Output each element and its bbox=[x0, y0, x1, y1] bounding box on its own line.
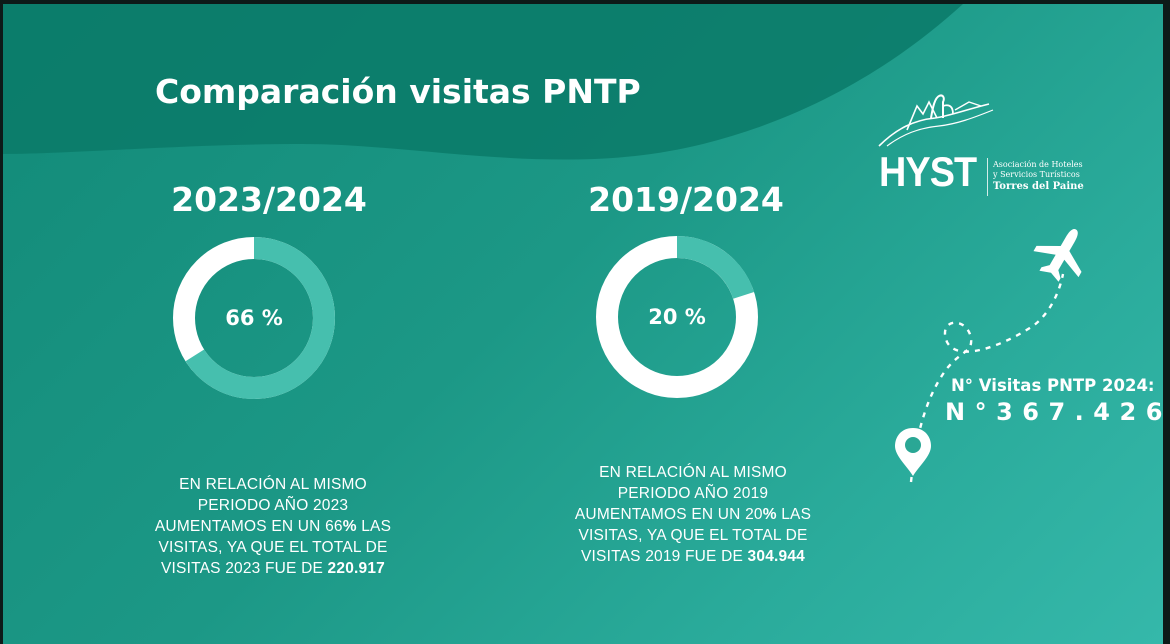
visits-label: N° Visitas PNTP 2024: bbox=[951, 376, 1155, 395]
header-wave bbox=[3, 4, 963, 160]
description-1-line2: PERIODO AÑO 2023 bbox=[197, 497, 349, 514]
percent-label-1: 66 % bbox=[225, 306, 283, 330]
slide: Comparación visitas PNTP 2023/2024 66 % … bbox=[3, 4, 1163, 644]
donut-chart-1: 66 % bbox=[167, 231, 341, 405]
travel-decoration bbox=[895, 229, 1082, 483]
guanaco-mountain-logo-icon bbox=[878, 94, 994, 147]
location-pin-icon bbox=[895, 428, 931, 476]
logo-divider bbox=[987, 158, 988, 196]
logo-wordmark: HYST bbox=[879, 148, 977, 195]
donut-progress-2 bbox=[596, 236, 758, 398]
visits-value: N°367.426 bbox=[945, 398, 1163, 426]
donut-ring-2 bbox=[596, 236, 758, 398]
description-2-total: 304.944 bbox=[747, 548, 805, 565]
logo-subtitle: Asociación de Hoteles y Servicios Turíst… bbox=[993, 160, 1103, 179]
description-1-line4: VISITAS, YA QUE EL TOTAL DE bbox=[158, 539, 388, 556]
description-2-line3a: AUMENTAMOS EN UN 20 bbox=[574, 506, 763, 523]
description-2-line3b: % bbox=[762, 506, 777, 523]
description-2-line1: EN RELACIÓN AL MISMO bbox=[599, 464, 787, 481]
donut-chart-2: 20 % bbox=[590, 230, 764, 404]
description-2-line5: VISITAS 2019 FUE DE 304.944 bbox=[533, 546, 853, 567]
description-2-line2: PERIODO AÑO 2019 bbox=[617, 485, 769, 502]
hyst-logo: HYST Asociación de Hoteles y Servicios T… bbox=[873, 88, 1103, 200]
donut-progress-1 bbox=[173, 237, 335, 399]
description-1-line5: VISITAS 2023 FUE DE 220.917 bbox=[113, 558, 433, 579]
description-1-line3c: LAS bbox=[356, 518, 392, 535]
description-1-line1: EN RELACIÓN AL MISMO bbox=[179, 476, 367, 493]
description-2-line4: VISITAS, YA QUE EL TOTAL DE bbox=[578, 527, 808, 544]
donut-ring-1 bbox=[173, 237, 335, 399]
logo-subtitle-line2: y Servicios Turísticos bbox=[993, 169, 1080, 179]
description-1-total: 220.917 bbox=[327, 560, 385, 577]
dashed-flight-path bbox=[909, 273, 1065, 483]
description-1-line3b: % bbox=[342, 518, 357, 535]
description-2-line3c: LAS bbox=[776, 506, 812, 523]
description-1-line3: AUMENTAMOS EN UN 66% LAS bbox=[113, 516, 433, 537]
description-2: EN RELACIÓN AL MISMO PERIODO AÑO 2019 AU… bbox=[533, 462, 853, 567]
logo-subtitle-line1: Asociación de Hoteles bbox=[993, 160, 1083, 169]
period-label-1: 2023/2024 bbox=[171, 180, 367, 219]
logo-place: Torres del Paine bbox=[993, 181, 1084, 192]
page-title: Comparación visitas PNTP bbox=[155, 72, 641, 111]
description-2-line5a: VISITAS 2019 FUE DE bbox=[581, 548, 748, 565]
airplane-icon bbox=[1033, 229, 1082, 282]
description-1-line3a: AUMENTAMOS EN UN 66 bbox=[154, 518, 343, 535]
period-label-2: 2019/2024 bbox=[588, 180, 784, 219]
percent-label-2: 20 % bbox=[648, 305, 706, 329]
description-2-line3: AUMENTAMOS EN UN 20% LAS bbox=[533, 504, 853, 525]
description-1: EN RELACIÓN AL MISMO PERIODO AÑO 2023 AU… bbox=[113, 474, 433, 579]
description-1-line5a: VISITAS 2023 FUE DE bbox=[161, 560, 328, 577]
